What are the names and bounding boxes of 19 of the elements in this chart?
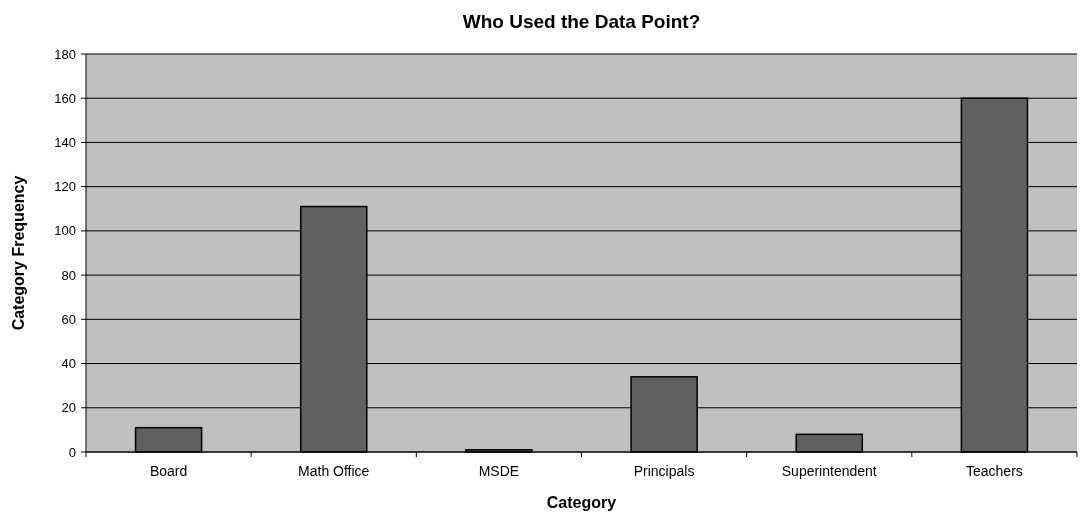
y-tick-label: 180 xyxy=(54,46,76,62)
x-tick-label: Math Office xyxy=(298,463,370,479)
y-tick-label: 140 xyxy=(54,134,76,150)
y-tick-label: 160 xyxy=(54,90,76,106)
x-tick-label: Superintendent xyxy=(781,463,877,479)
y-tick-label: 80 xyxy=(61,267,76,283)
x-tick-label: MSDE xyxy=(478,463,520,479)
chart-title: Who Used the Data Point? xyxy=(462,11,701,32)
x-tick-label: Teachers xyxy=(966,463,1023,479)
x-tick-label: Principals xyxy=(633,463,695,479)
x-tick-label: Board xyxy=(149,463,188,479)
y-axis-title: Category Frequency xyxy=(10,175,27,331)
y-tick-label: 0 xyxy=(68,444,76,460)
y-tick-label: 20 xyxy=(61,400,76,416)
y-tick-label: 100 xyxy=(54,223,76,239)
y-tick-label: 40 xyxy=(61,356,76,372)
y-tick-label: 60 xyxy=(61,311,76,327)
x-axis-title: Category xyxy=(546,494,617,511)
y-tick-label: 120 xyxy=(54,179,76,195)
